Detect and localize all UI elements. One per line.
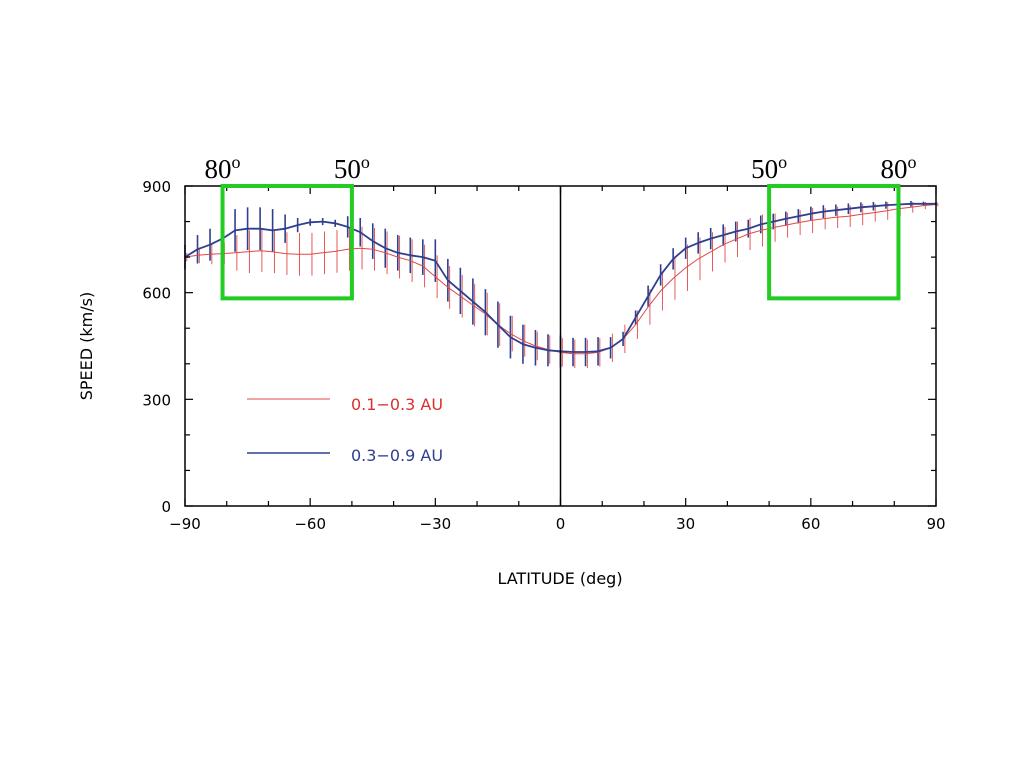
error-bars-layer: [184, 200, 939, 369]
x-tick-label: −30: [420, 515, 452, 533]
x-tick-label: −90: [169, 515, 201, 533]
x-tick-label: 0: [556, 515, 566, 533]
legend: 0.1−0.3 AU 0.3−0.9 AU: [247, 395, 443, 465]
degree-superscript: o: [778, 152, 787, 172]
y-tick-label: 900: [142, 178, 171, 196]
degree-superscript: o: [361, 152, 370, 172]
x-tick-label: 30: [676, 515, 695, 533]
legend-label-blue: 0.3−0.9 AU: [351, 446, 443, 465]
y-axis-title: SPEED (km/s): [77, 292, 96, 401]
degree-superscript: o: [907, 152, 916, 172]
y-tick-label: 600: [142, 285, 171, 303]
box-latitude-label: 80o: [880, 152, 916, 184]
y-tick-label: 300: [142, 391, 171, 409]
legend-label-red: 0.1−0.3 AU: [351, 395, 443, 414]
highlight-boxes-layer: 80o 50o 50o 80o: [205, 152, 916, 301]
highlight-box-south: [220, 184, 354, 301]
box-latitude-label: 50o: [751, 152, 787, 184]
box-latitude-label: 80o: [205, 152, 241, 184]
box-latitude-label: 50o: [334, 152, 370, 184]
highlight-box-north: [767, 184, 901, 301]
axes-layer: [184, 185, 937, 507]
x-tick-label: 60: [801, 515, 820, 533]
x-axis-title: LATITUDE (deg): [497, 569, 622, 588]
degree-superscript: o: [232, 152, 241, 172]
x-tick-label: 90: [926, 515, 945, 533]
x-tick-label: −60: [294, 515, 326, 533]
y-tick-label: 0: [161, 498, 171, 516]
